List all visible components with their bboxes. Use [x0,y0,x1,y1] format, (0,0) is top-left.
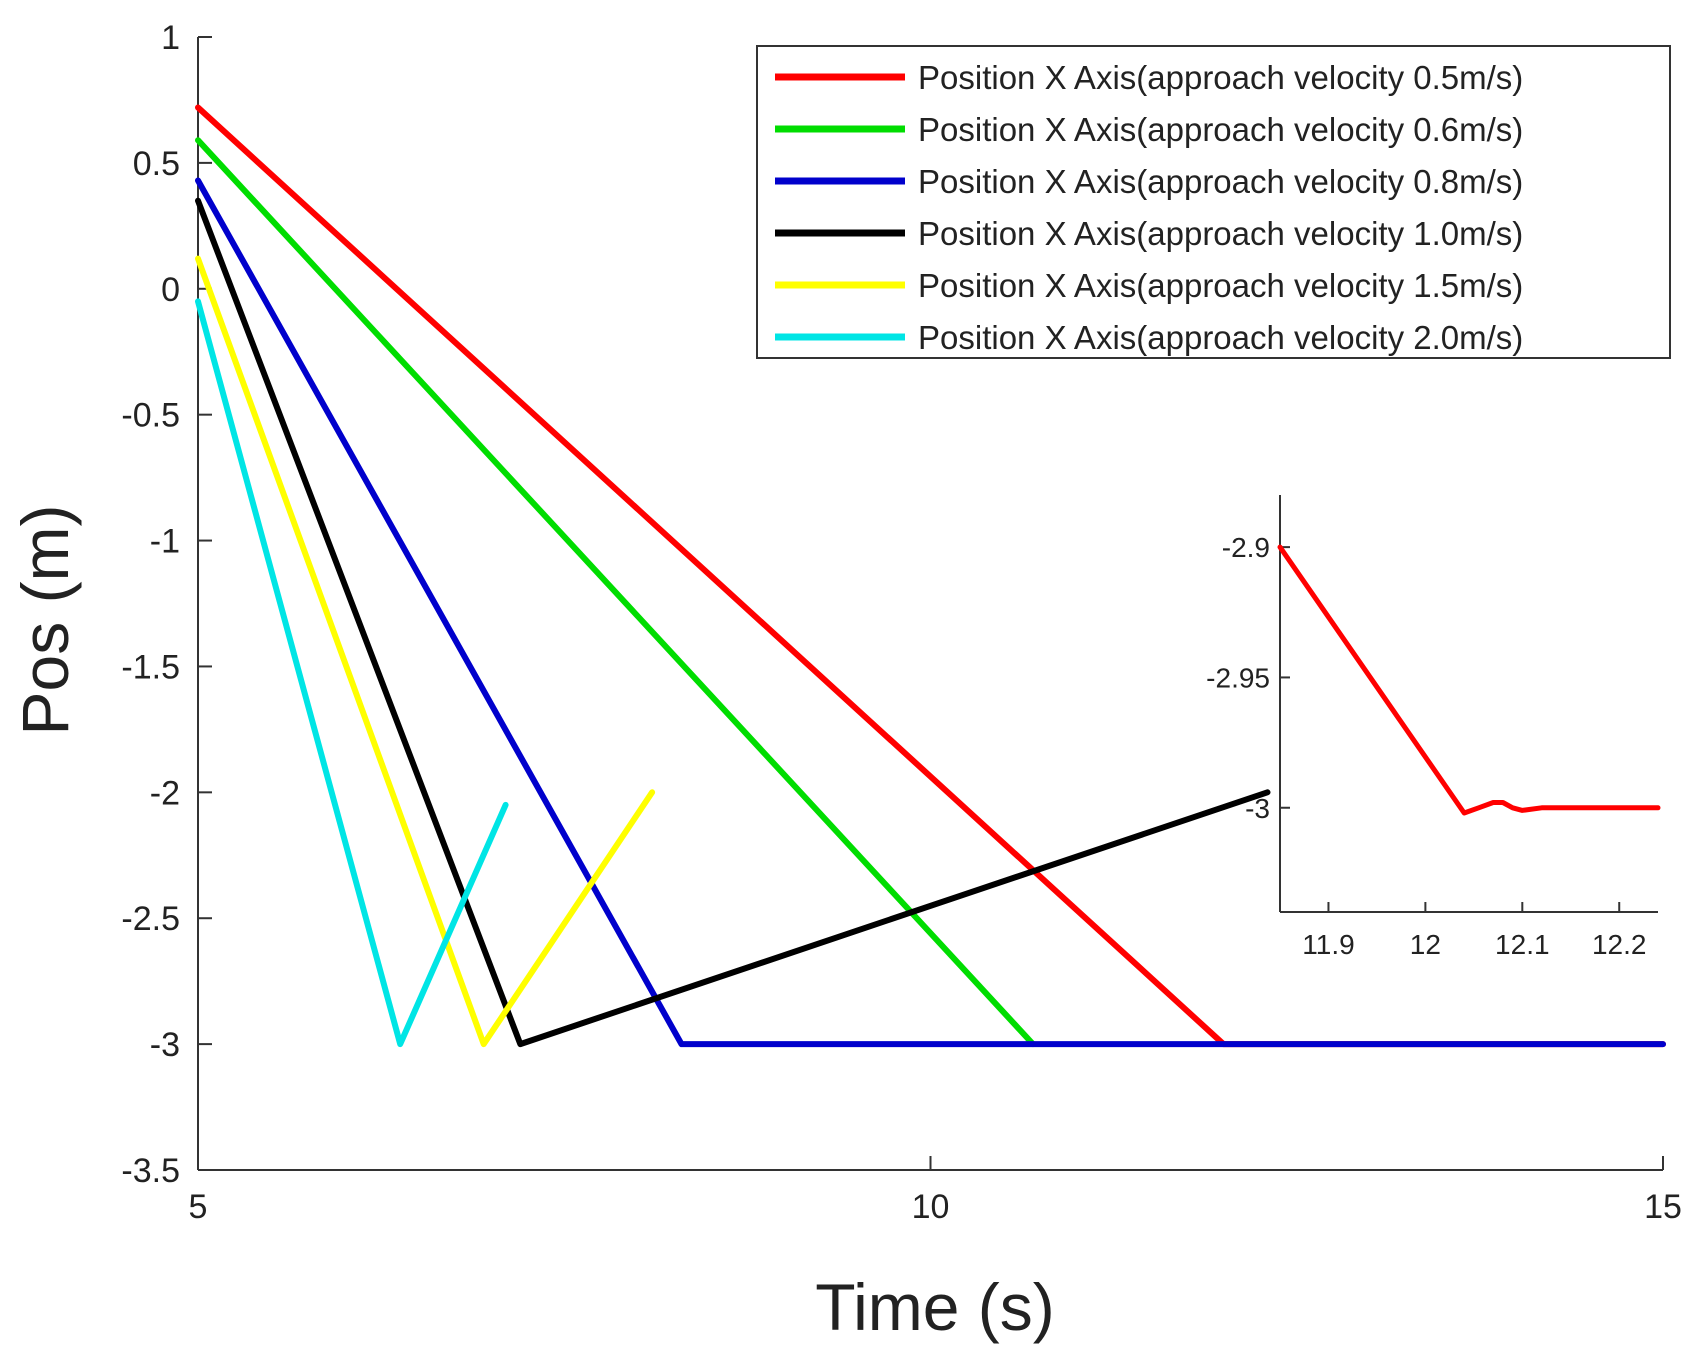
inset-y-tick-label: -2.9 [1222,532,1270,563]
x-axis-title: Time (s) [815,1270,1055,1344]
inset-x-tick-label: 12.1 [1495,929,1550,960]
x-tick-label: 10 [912,1188,950,1226]
inset-x-tick-label: 12.2 [1592,929,1647,960]
y-axis-title: Pos (m) [8,505,82,736]
series-line-3 [195,177,1666,1048]
y-tick-label: 1 [161,19,180,57]
legend-box [756,45,1671,359]
legend-entry-6: Position X Axis(approach velocity 2.0m/s… [918,319,1523,356]
legend-entry-4: Position X Axis(approach velocity 1.0m/s… [918,215,1523,252]
inset-series-line-1 [1277,544,1661,816]
legend-entry-1: Position X Axis(approach velocity 0.5m/s… [918,59,1523,96]
legend: Position X Axis(approach velocity 0.5m/s… [756,45,1671,359]
x-tick-label: 5 [189,1188,208,1226]
y-tick-label: -1 [150,523,180,561]
series-line-6 [195,298,509,1048]
y-tick-label: -1.5 [121,648,180,686]
x-tick-label: 15 [1644,1188,1682,1226]
y-tick-label: 0.5 [133,145,180,183]
legend-entry-2: Position X Axis(approach velocity 0.6m/s… [918,111,1523,148]
series-line-2 [195,137,1036,1048]
inset-plot: -2.9 -2.95 -3 11.9 12 12.1 12.2 [1206,495,1661,960]
series-line-5 [195,255,656,1048]
inset-x-tick-label: 11.9 [1302,929,1354,960]
y-tick-label: 0 [161,271,180,309]
y-tick-label: -0.5 [121,397,180,435]
y-tick-label: -3 [150,1026,180,1064]
series-line-4 [195,197,1271,1048]
legend-entry-3: Position X Axis(approach velocity 0.8m/s… [918,163,1523,200]
y-tick-label: -2.5 [121,900,180,938]
inset-y-tick-label: -2.95 [1206,662,1270,693]
y-tick-label: -3.5 [121,1152,180,1190]
inset-x-tick-label: 12 [1410,929,1441,960]
y-tick-label: -2 [150,774,180,812]
main-plot: 1 0.5 0 -0.5 -1 -1.5 -2 -2.5 -3 -3.55 10 15 [121,19,1682,1226]
legend-entry-5: Position X Axis(approach velocity 1.5m/s… [918,267,1523,304]
inset-y-tick-label: -3 [1245,793,1270,824]
